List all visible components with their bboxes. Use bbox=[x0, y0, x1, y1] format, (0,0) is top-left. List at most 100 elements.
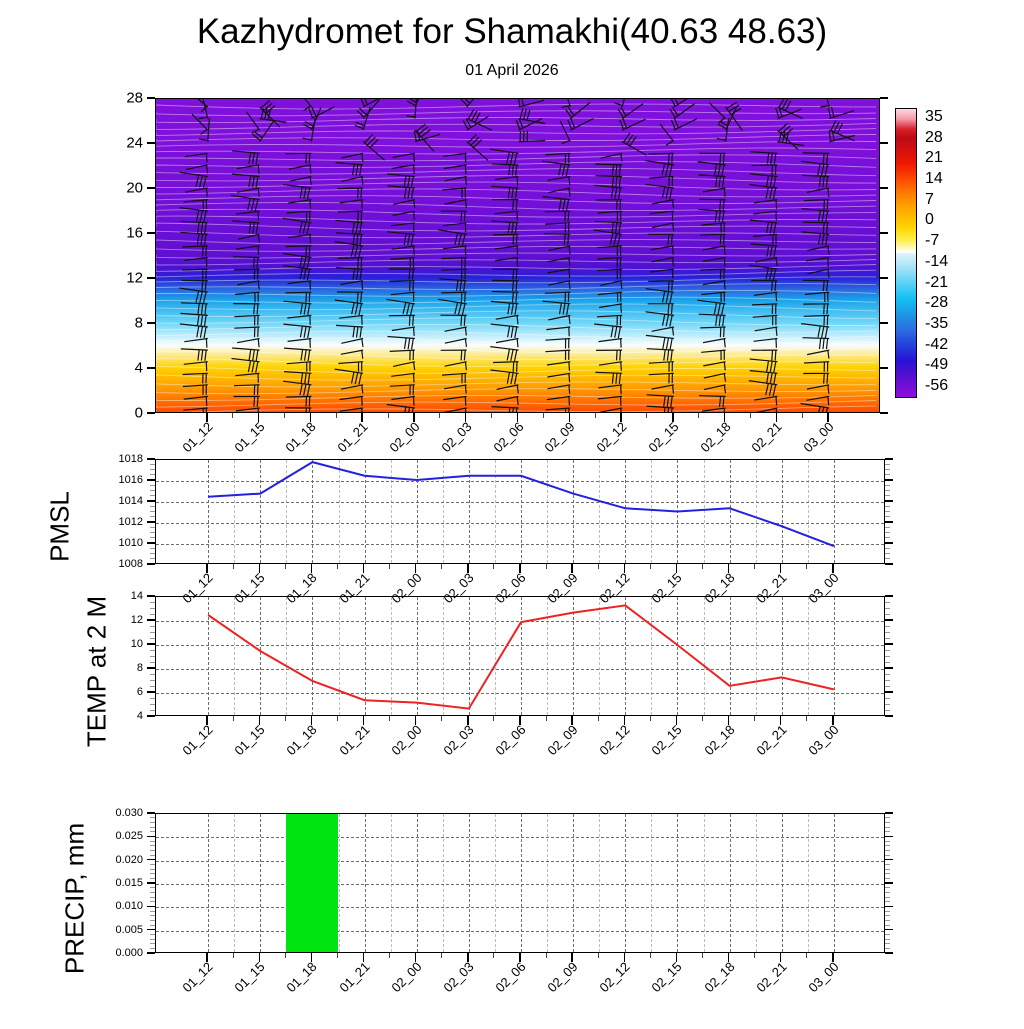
y-tick-minor-right bbox=[885, 827, 890, 828]
wind-barb bbox=[357, 100, 379, 119]
x-tick-minor bbox=[439, 413, 440, 418]
y-tick-major-right bbox=[885, 595, 893, 597]
y-tick-major bbox=[147, 859, 155, 861]
wind-barb bbox=[649, 362, 674, 372]
wind-barb bbox=[544, 234, 571, 245]
x-tick-minor bbox=[650, 564, 651, 569]
x-tick-minor bbox=[389, 953, 390, 958]
wind-barb bbox=[697, 300, 725, 315]
y-tick-minor bbox=[150, 626, 155, 627]
wind-barb bbox=[545, 292, 570, 302]
y-tick-major-right bbox=[885, 882, 893, 884]
x-tick-label: 02_18 bbox=[697, 419, 733, 455]
y-tick-minor-right bbox=[885, 887, 890, 888]
wind-barb bbox=[443, 153, 467, 162]
wind-barb bbox=[594, 324, 622, 338]
y-tick-label: 14 bbox=[117, 590, 143, 602]
wind-barb bbox=[699, 175, 726, 187]
wind-barb bbox=[185, 153, 208, 162]
y-tick-major bbox=[147, 882, 155, 884]
y-tick-major bbox=[147, 929, 155, 931]
wind-barb bbox=[180, 208, 208, 223]
wind-barb bbox=[492, 292, 519, 303]
y-tick-minor bbox=[150, 469, 155, 470]
wind-barb bbox=[698, 209, 725, 222]
x-tick-minor bbox=[598, 564, 599, 569]
x-tick-minor bbox=[441, 564, 442, 569]
y-tick-minor bbox=[150, 869, 155, 870]
y-tick-major-right bbox=[885, 479, 893, 481]
y-tick-minor-right bbox=[885, 704, 890, 705]
wind-barb bbox=[548, 188, 570, 197]
y-tick-minor-right bbox=[885, 948, 890, 949]
wind-barb bbox=[548, 281, 570, 289]
wind-barb bbox=[287, 362, 312, 372]
x-tick-label: 02_03 bbox=[438, 419, 474, 455]
wind-barb bbox=[652, 385, 674, 394]
wind-barb bbox=[496, 339, 519, 348]
wind-barb bbox=[755, 258, 777, 267]
wind-barb bbox=[597, 269, 622, 279]
x-tick-minor bbox=[754, 716, 755, 721]
wind-barb bbox=[492, 407, 519, 412]
y-tick-minor bbox=[150, 925, 155, 926]
y-tick-minor-right bbox=[885, 527, 890, 528]
y-tick-minor bbox=[150, 674, 155, 675]
x-tick-label: 02_18 bbox=[701, 959, 737, 995]
x-tick-minor bbox=[337, 953, 338, 958]
wind-barb bbox=[614, 99, 629, 107]
y-tick-minor-right bbox=[885, 817, 890, 818]
y-tick-minor-right bbox=[885, 638, 890, 639]
wind-barb bbox=[288, 200, 311, 209]
wind-barb bbox=[519, 131, 546, 142]
x-tick-label: 01_12 bbox=[180, 722, 216, 758]
x-tick-label: 02_21 bbox=[749, 419, 785, 455]
wind-barb bbox=[542, 161, 570, 176]
y-tick-minor bbox=[150, 632, 155, 633]
wind-barb bbox=[232, 221, 259, 234]
y-tick-major-right bbox=[880, 412, 888, 414]
y-tick-minor-right bbox=[885, 925, 890, 926]
y-tick-minor bbox=[150, 939, 155, 940]
wind-barb bbox=[801, 324, 829, 339]
wind-barb bbox=[594, 185, 622, 199]
wind-barb bbox=[445, 339, 467, 347]
wind-barb bbox=[339, 315, 363, 324]
y-tick-label: 0.025 bbox=[103, 830, 143, 842]
wind-barb bbox=[490, 370, 518, 384]
wind-barb bbox=[182, 269, 208, 279]
y-tick-major-right bbox=[885, 500, 893, 502]
y-tick-major-right bbox=[885, 667, 893, 669]
wind-barb bbox=[181, 303, 208, 315]
temp-panel bbox=[155, 596, 885, 716]
x-tick-minor bbox=[284, 413, 285, 418]
wind-barb bbox=[392, 165, 415, 174]
wind-barb bbox=[560, 121, 570, 143]
wind-barb bbox=[753, 315, 778, 325]
wind-barb bbox=[440, 279, 467, 292]
wind-barb bbox=[338, 211, 364, 221]
wind-barb bbox=[260, 108, 287, 122]
y-tick-minor bbox=[150, 558, 155, 559]
wind-barb bbox=[649, 373, 674, 383]
wind-barb bbox=[699, 396, 726, 407]
wind-barb bbox=[387, 405, 415, 413]
wind-barb bbox=[234, 269, 260, 279]
wind-barb bbox=[237, 281, 259, 290]
y-tick-minor bbox=[150, 920, 155, 921]
wind-barb bbox=[620, 118, 646, 130]
y-tick-major bbox=[147, 479, 155, 481]
x-tick-minor bbox=[389, 716, 390, 721]
wind-barb bbox=[338, 258, 363, 268]
wind-barb bbox=[804, 200, 829, 210]
wind-barb bbox=[284, 301, 312, 315]
y-tick-minor bbox=[150, 943, 155, 944]
y-tick-label: 4 bbox=[117, 710, 143, 722]
wind-barb bbox=[594, 230, 623, 246]
wind-barb bbox=[389, 269, 415, 280]
x-tick-label: 02_03 bbox=[440, 959, 476, 995]
x-tick-minor bbox=[389, 564, 390, 569]
y-tick-label: 4 bbox=[113, 360, 143, 377]
y-tick-major bbox=[147, 691, 155, 693]
y-tick-minor-right bbox=[885, 614, 890, 615]
